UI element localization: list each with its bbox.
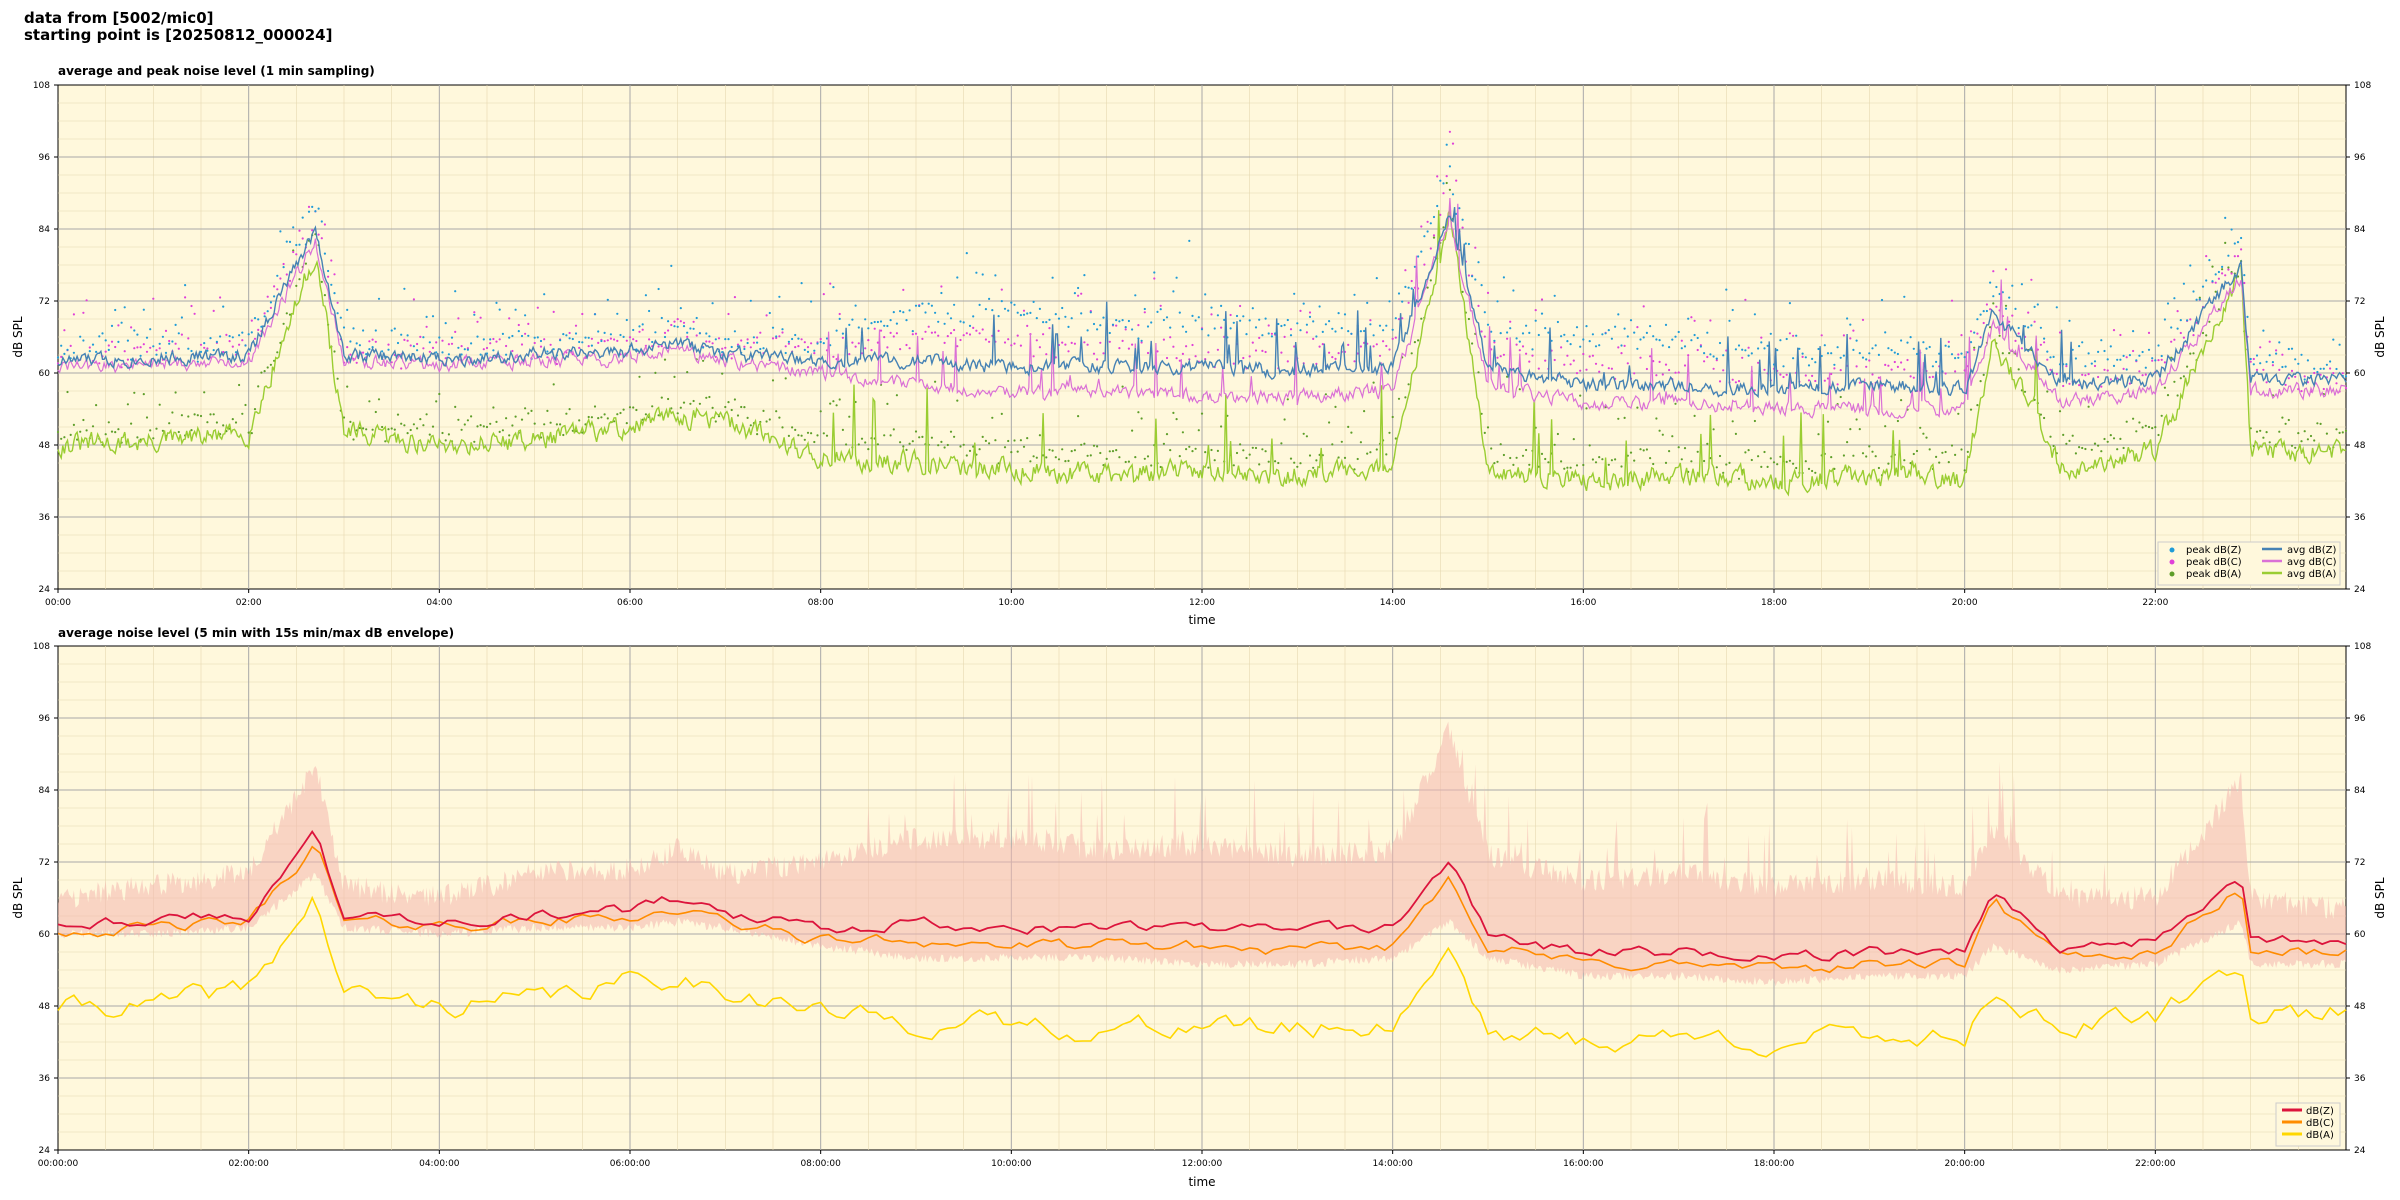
ylabel-right-2: dB SPL — [2373, 877, 2387, 919]
xtick-06:00:00: 06:00:00 — [610, 1159, 651, 1169]
xtick-00:00:00: 00:00:00 — [38, 1159, 79, 1169]
ytick-left-48: 48 — [39, 441, 51, 451]
legend-marker-peak-c — [2169, 559, 2175, 565]
ylabel-left-1: dB SPL — [11, 316, 25, 358]
legend-1: peak dB(Z) peak dB(C) peak dB(A) avg dB(… — [2157, 541, 2341, 586]
axis-ticks-1: 24 24 36 36 48 48 60 60 72 72 84 84 96 96 108 108 00:00 0… — [33, 81, 2372, 608]
page-header: data from [5002/mic0] starting point is … — [24, 10, 332, 44]
xtick-18:00:00: 18:00:00 — [1754, 1159, 1795, 1169]
ytick-left-60: 60 — [39, 369, 51, 379]
legend-db-a: dB(A) — [2306, 1130, 2334, 1141]
ytick-right-60: 60 — [2354, 930, 2366, 940]
grid-1 — [58, 85, 2346, 589]
legend-marker-peak-a — [2169, 571, 2175, 577]
series-peak-z — [56, 143, 2348, 381]
series-db-z — [57, 829, 2347, 962]
ytick-right-72: 72 — [2354, 858, 2365, 868]
series-db-a — [57, 895, 2347, 1058]
legend-marker-peak-z — [2169, 547, 2175, 553]
ytick-left-84: 84 — [39, 786, 51, 796]
ytick-right-24: 24 — [2354, 1146, 2366, 1156]
ylabel-left-2: dB SPL — [11, 877, 25, 919]
axis-ticks-2: 24 24 36 36 48 48 60 60 72 72 84 84 96 96 108 108 00:00:… — [33, 642, 2372, 1169]
xtick-04:00: 04:00 — [426, 598, 452, 608]
xlabel-2: time — [1188, 1175, 1215, 1189]
ytick-right-36: 36 — [2354, 1074, 2366, 1084]
xtick-20:00:00: 20:00:00 — [1944, 1159, 1985, 1169]
legend-peak-z: peak dB(Z) — [2186, 545, 2242, 556]
ytick-right-48: 48 — [2354, 441, 2366, 451]
ytick-left-48: 48 — [39, 1002, 51, 1012]
ytick-right-72: 72 — [2354, 297, 2365, 307]
xtick-14:00: 14:00 — [1380, 598, 1406, 608]
ylabel-right-1: dB SPL — [2373, 316, 2387, 358]
xtick-12:00: 12:00 — [1189, 598, 1215, 608]
ytick-left-24: 24 — [39, 1146, 51, 1156]
xtick-06:00: 06:00 — [617, 598, 643, 608]
xtick-14:00:00: 14:00:00 — [1372, 1159, 1413, 1169]
panel-1: 24 24 36 36 48 48 60 60 72 72 84 84 96 96 108 108 00:00 0… — [11, 64, 2387, 627]
ytick-right-60: 60 — [2354, 369, 2366, 379]
ytick-right-96: 96 — [2354, 714, 2366, 724]
legend-peak-a: peak dB(A) — [2186, 569, 2242, 580]
title-1: average and peak noise level (1 min samp… — [58, 64, 375, 78]
legend-peak-c: peak dB(C) — [2186, 557, 2242, 568]
ytick-left-36: 36 — [39, 1074, 51, 1084]
xtick-16:00: 16:00 — [1570, 598, 1596, 608]
ytick-right-36: 36 — [2354, 513, 2366, 523]
ytick-right-108: 108 — [2354, 642, 2371, 652]
ytick-left-24: 24 — [39, 585, 51, 595]
series-1 — [56, 130, 2348, 497]
legend-db-z: dB(Z) — [2306, 1106, 2334, 1117]
header-line-2: starting point is [20250812_000024] — [24, 26, 333, 44]
xtick-20:00: 20:00 — [1952, 598, 1978, 608]
ytick-right-24: 24 — [2354, 585, 2366, 595]
panel-2: 24 24 36 36 48 48 60 60 72 72 84 84 96 96 108 108 00:00:… — [11, 626, 2387, 1189]
xtick-08:00: 08:00 — [808, 598, 834, 608]
ytick-left-96: 96 — [39, 714, 51, 724]
series-db-c — [57, 845, 2347, 974]
xtick-10:00: 10:00 — [998, 598, 1024, 608]
legend-avg-a: avg dB(A) — [2287, 569, 2337, 580]
header-line-1: data from [5002/mic0] — [24, 9, 214, 27]
xtick-16:00:00: 16:00:00 — [1563, 1159, 1604, 1169]
xtick-10:00:00: 10:00:00 — [991, 1159, 1032, 1169]
ytick-right-96: 96 — [2354, 153, 2366, 163]
ytick-right-84: 84 — [2354, 225, 2366, 235]
series-peak-a — [56, 181, 2348, 480]
legend-2: dB(Z) dB(C) dB(A) — [2275, 1102, 2341, 1147]
xtick-08:00:00: 08:00:00 — [800, 1159, 841, 1169]
legend-avg-z: avg dB(Z) — [2287, 545, 2337, 556]
ytick-right-84: 84 — [2354, 786, 2366, 796]
xtick-04:00:00: 04:00:00 — [419, 1159, 460, 1169]
ytick-left-36: 36 — [39, 513, 51, 523]
xtick-00:00: 00:00 — [45, 598, 71, 608]
xtick-22:00: 22:00 — [2142, 598, 2168, 608]
ytick-left-84: 84 — [39, 225, 51, 235]
ytick-left-96: 96 — [39, 153, 51, 163]
title-2: average noise level (5 min with 15s min/… — [58, 626, 454, 640]
ytick-left-108: 108 — [33, 81, 50, 91]
ytick-left-60: 60 — [39, 930, 51, 940]
series-avg-a — [57, 207, 2347, 497]
series-avg-z — [57, 207, 2347, 399]
xtick-18:00: 18:00 — [1761, 598, 1787, 608]
legend-avg-c: avg dB(C) — [2287, 557, 2337, 568]
legend-db-c: dB(C) — [2306, 1118, 2334, 1129]
xtick-22:00:00: 22:00:00 — [2135, 1159, 2176, 1169]
ytick-left-72: 72 — [39, 858, 50, 868]
xtick-02:00: 02:00 — [236, 598, 262, 608]
ytick-left-72: 72 — [39, 297, 50, 307]
xtick-12:00:00: 12:00:00 — [1182, 1159, 1223, 1169]
ytick-right-108: 108 — [2354, 81, 2371, 91]
series-avg-c — [57, 197, 2346, 420]
series-2 — [57, 829, 2347, 1058]
ytick-right-48: 48 — [2354, 1002, 2366, 1012]
ytick-left-108: 108 — [33, 642, 50, 652]
xlabel-1: time — [1188, 613, 1215, 627]
xtick-02:00:00: 02:00:00 — [228, 1159, 269, 1169]
